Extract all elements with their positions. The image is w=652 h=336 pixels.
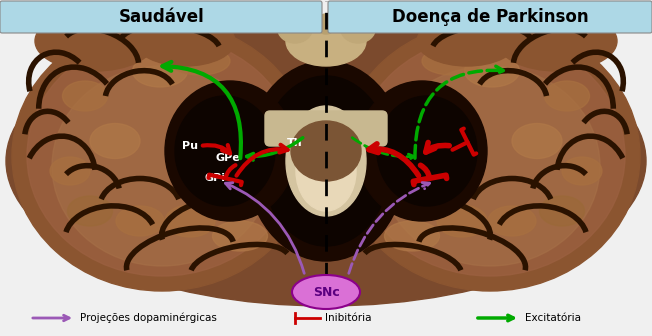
Ellipse shape	[355, 36, 625, 276]
FancyArrowPatch shape	[162, 62, 241, 158]
Ellipse shape	[380, 66, 600, 266]
FancyBboxPatch shape	[0, 1, 322, 33]
Ellipse shape	[539, 196, 584, 226]
Text: Excitatória: Excitatória	[525, 313, 581, 323]
Ellipse shape	[175, 96, 275, 206]
FancyArrowPatch shape	[237, 145, 288, 176]
Ellipse shape	[385, 221, 439, 251]
Ellipse shape	[213, 221, 267, 251]
Ellipse shape	[6, 16, 646, 306]
Ellipse shape	[437, 205, 487, 237]
Ellipse shape	[497, 11, 617, 71]
Text: Th: Th	[287, 138, 303, 148]
Text: Saudável: Saudável	[119, 8, 205, 26]
FancyArrowPatch shape	[413, 165, 447, 184]
Ellipse shape	[90, 124, 140, 159]
Ellipse shape	[286, 16, 366, 66]
Bar	[0, 281, 652, 336]
Ellipse shape	[165, 81, 295, 221]
FancyBboxPatch shape	[265, 111, 387, 146]
Ellipse shape	[170, 47, 230, 75]
FancyArrowPatch shape	[246, 138, 303, 160]
Ellipse shape	[562, 157, 602, 185]
Ellipse shape	[340, 21, 640, 291]
Text: Doença de Parkinson: Doença de Parkinson	[392, 8, 588, 26]
Ellipse shape	[377, 96, 477, 206]
FancyArrowPatch shape	[226, 183, 304, 273]
Ellipse shape	[35, 11, 155, 71]
FancyArrowPatch shape	[349, 182, 430, 273]
Text: GPe: GPe	[216, 153, 241, 163]
Text: GPi: GPi	[205, 173, 226, 183]
Ellipse shape	[296, 131, 356, 211]
Ellipse shape	[278, 13, 312, 43]
FancyBboxPatch shape	[328, 1, 652, 33]
Ellipse shape	[27, 36, 297, 276]
Ellipse shape	[261, 76, 391, 246]
FancyArrowPatch shape	[209, 165, 242, 185]
Text: Inibitória: Inibitória	[325, 313, 372, 323]
Ellipse shape	[357, 81, 487, 221]
Ellipse shape	[135, 16, 235, 66]
Ellipse shape	[292, 275, 360, 309]
Text: Projeções dopaminérgicas: Projeções dopaminérgicas	[80, 313, 217, 323]
Ellipse shape	[12, 21, 312, 291]
Ellipse shape	[50, 157, 90, 185]
Ellipse shape	[291, 121, 361, 181]
Ellipse shape	[52, 66, 272, 266]
Ellipse shape	[316, 14, 336, 34]
Ellipse shape	[488, 206, 536, 236]
Ellipse shape	[512, 124, 562, 159]
Ellipse shape	[116, 206, 164, 236]
Text: SNc: SNc	[312, 286, 340, 298]
Ellipse shape	[464, 55, 520, 87]
Ellipse shape	[422, 47, 482, 75]
Ellipse shape	[340, 13, 376, 43]
FancyArrowPatch shape	[203, 145, 230, 154]
FancyArrowPatch shape	[426, 142, 449, 152]
FancyArrowPatch shape	[352, 138, 414, 160]
FancyArrowPatch shape	[369, 144, 419, 176]
FancyArrowPatch shape	[415, 66, 503, 158]
Ellipse shape	[246, 61, 406, 261]
Ellipse shape	[286, 106, 366, 216]
Ellipse shape	[68, 196, 113, 226]
Ellipse shape	[63, 81, 108, 111]
Ellipse shape	[165, 205, 215, 237]
Ellipse shape	[132, 55, 188, 87]
Ellipse shape	[417, 16, 517, 66]
Ellipse shape	[544, 81, 589, 111]
Text: Pu: Pu	[182, 141, 198, 151]
